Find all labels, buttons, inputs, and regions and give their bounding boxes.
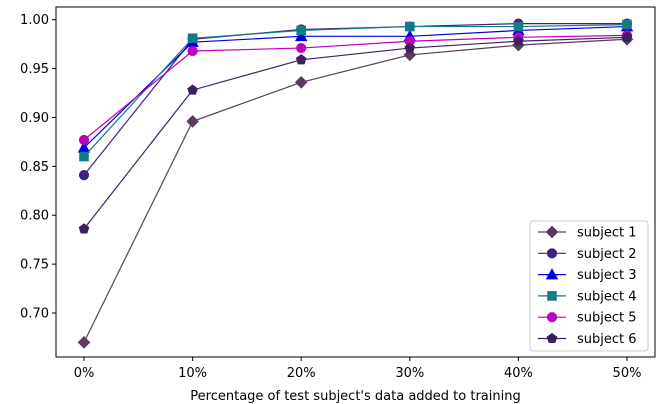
legend-label: subject 6 bbox=[577, 332, 637, 347]
y-tick-label: 0.75 bbox=[20, 258, 49, 273]
legend-label: subject 1 bbox=[577, 226, 637, 241]
legend-marker bbox=[546, 248, 558, 259]
legend-item: subject 2 bbox=[538, 247, 637, 262]
data-point bbox=[295, 54, 307, 65]
x-tick-label: 20% bbox=[287, 366, 316, 381]
y-tick-label: 0.95 bbox=[20, 62, 49, 77]
data-point bbox=[296, 42, 307, 54]
y-axis: 0.70 0.75 0.80 0.85 0.90 0.95 1.00 bbox=[20, 13, 56, 322]
series-6 bbox=[78, 31, 633, 234]
legend-item: subject 4 bbox=[538, 289, 637, 304]
data-point bbox=[622, 19, 632, 30]
data-point bbox=[294, 75, 308, 89]
y-tick-label: 0.90 bbox=[20, 111, 49, 126]
data-point bbox=[187, 45, 198, 57]
legend-item: subject 3 bbox=[538, 268, 637, 283]
x-axis-title: Percentage of test subject's data added … bbox=[190, 389, 520, 404]
y-tick-label: 0.80 bbox=[20, 209, 49, 224]
x-axis: 0% 10% 20% 30% 40% 50% bbox=[74, 357, 642, 381]
legend-item: subject 1 bbox=[538, 226, 637, 241]
y-tick-label: 1.00 bbox=[20, 13, 49, 28]
data-point bbox=[294, 29, 308, 42]
x-tick-label: 40% bbox=[504, 366, 533, 381]
x-tick-label: 0% bbox=[74, 366, 95, 381]
data-point bbox=[403, 48, 417, 62]
series-4 bbox=[79, 19, 632, 162]
data-point bbox=[79, 151, 89, 162]
data-point bbox=[404, 42, 416, 53]
data-point bbox=[513, 35, 524, 46]
legend-marker bbox=[546, 332, 558, 344]
legend-label: subject 2 bbox=[577, 247, 637, 262]
y-tick-label: 0.70 bbox=[20, 307, 49, 322]
legend-marker bbox=[545, 225, 559, 239]
series-line bbox=[83, 36, 628, 230]
series-layer bbox=[77, 18, 634, 349]
y-tick-label: 0.85 bbox=[20, 160, 49, 175]
x-tick-label: 30% bbox=[395, 366, 424, 381]
data-point bbox=[77, 336, 91, 349]
data-point bbox=[78, 223, 90, 234]
series-line bbox=[83, 38, 628, 343]
x-tick-label: 10% bbox=[178, 366, 207, 381]
legend: subject 1 subject 2 subject 3 subject 4 subj… bbox=[529, 220, 649, 352]
legend-marker bbox=[546, 312, 558, 323]
data-point bbox=[187, 33, 198, 44]
legend-label: subject 3 bbox=[577, 268, 637, 283]
data-point bbox=[621, 31, 633, 42]
legend-label: subject 5 bbox=[577, 311, 637, 326]
legend-item: subject 5 bbox=[538, 311, 637, 326]
series-line bbox=[83, 25, 628, 149]
data-point bbox=[186, 115, 199, 128]
legend-item: subject 6 bbox=[538, 332, 637, 347]
data-point bbox=[296, 25, 306, 36]
series-line bbox=[83, 24, 628, 157]
data-point bbox=[78, 134, 90, 146]
series-5 bbox=[78, 30, 633, 146]
x-tick-label: 50% bbox=[613, 366, 642, 381]
series-line bbox=[83, 34, 628, 141]
legend-marker bbox=[545, 268, 559, 280]
data-point bbox=[405, 21, 415, 32]
data-point bbox=[187, 84, 198, 95]
legend-marker bbox=[547, 291, 557, 301]
legend-label: subject 4 bbox=[577, 289, 637, 304]
data-point bbox=[513, 21, 524, 32]
data-point bbox=[78, 170, 90, 181]
